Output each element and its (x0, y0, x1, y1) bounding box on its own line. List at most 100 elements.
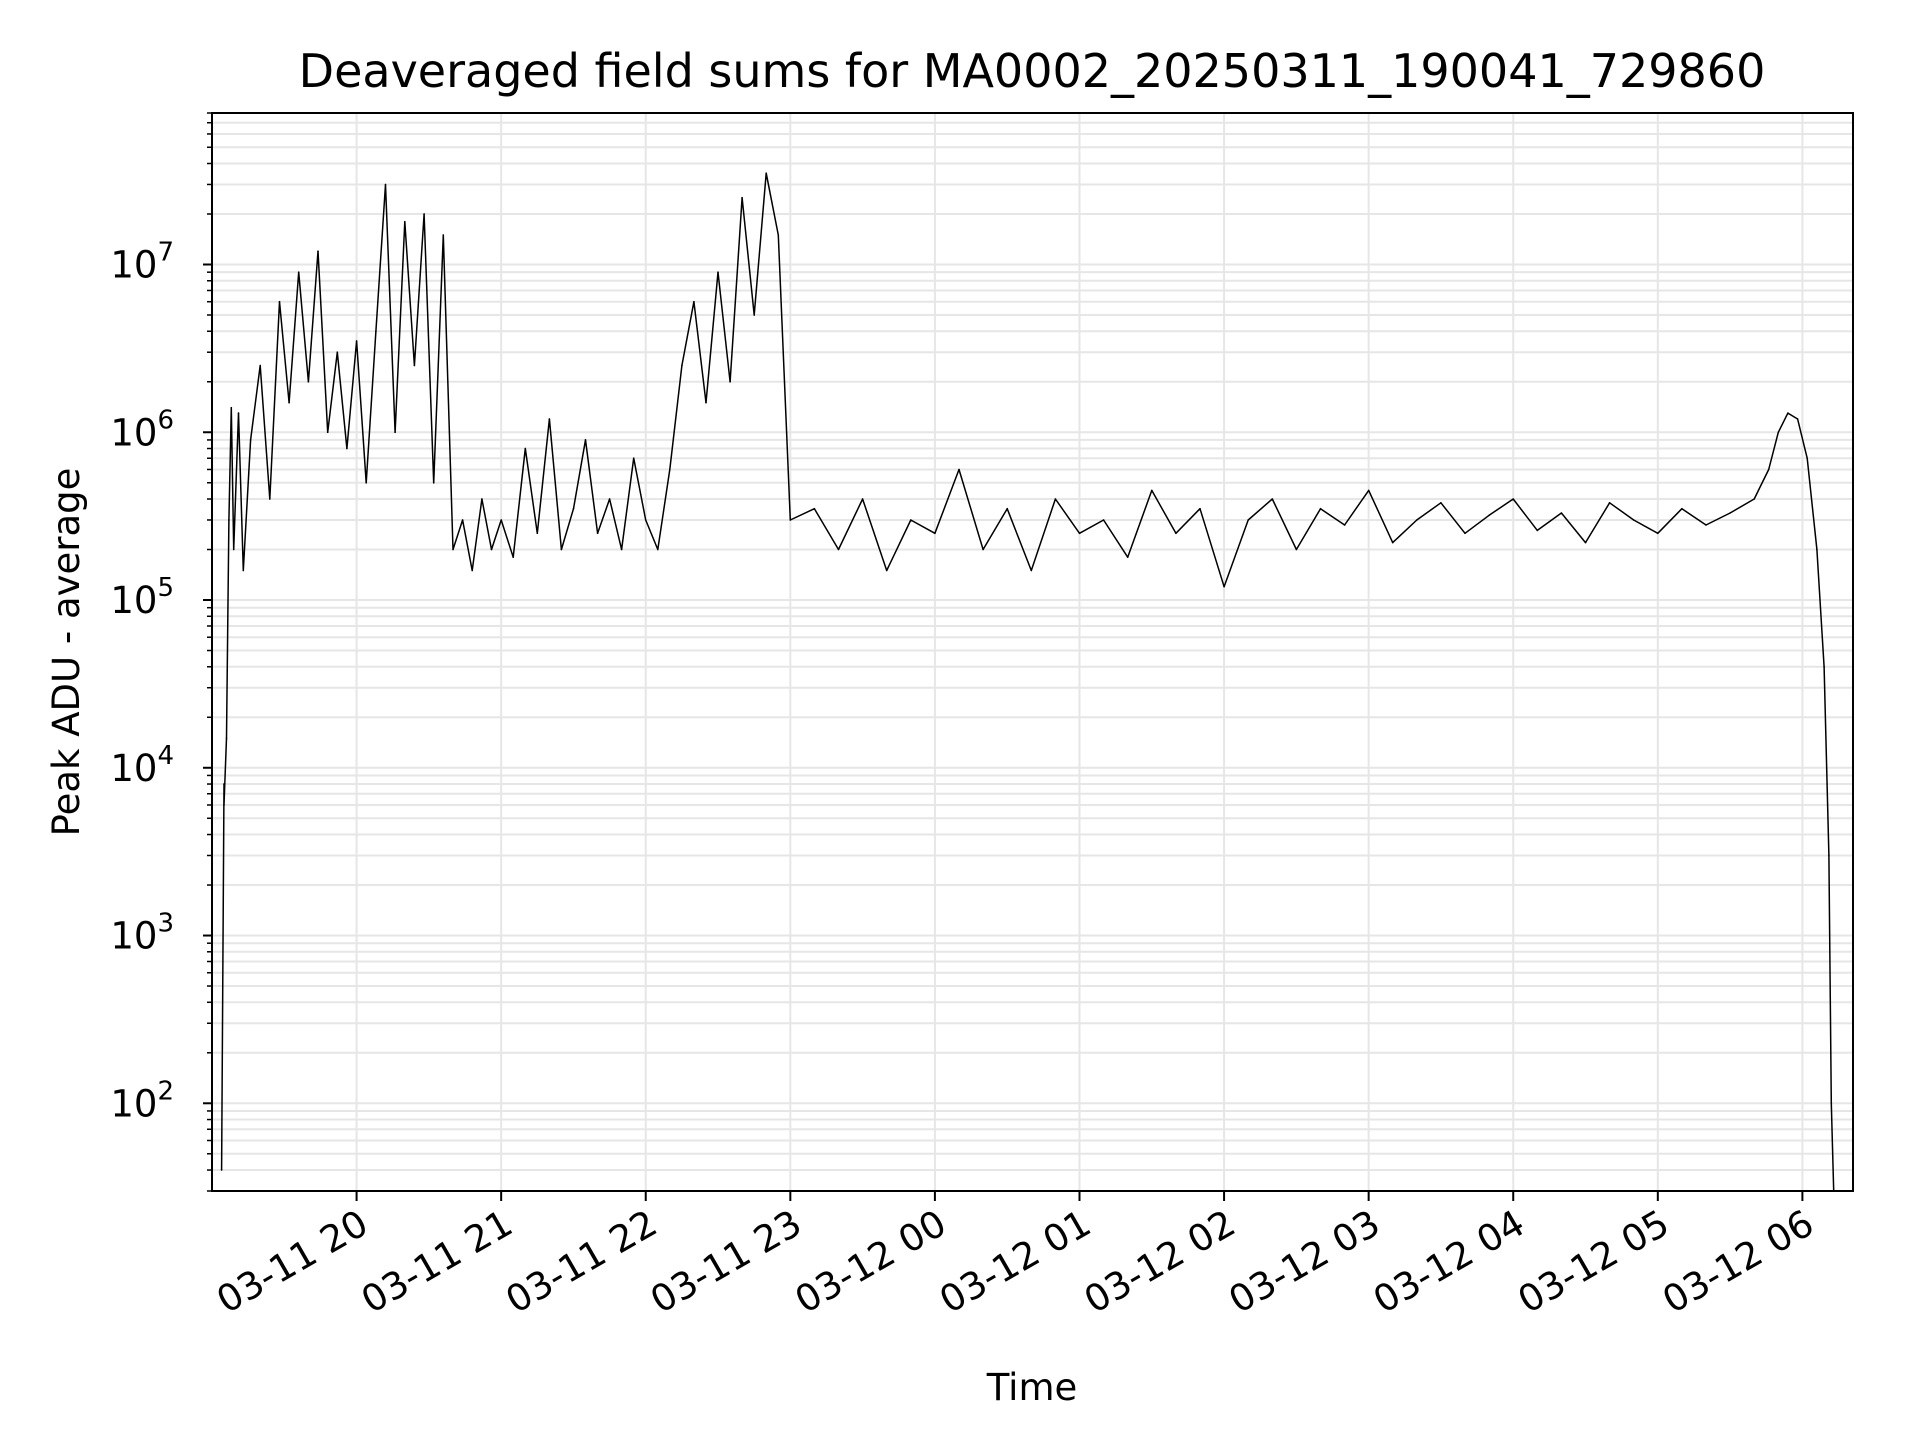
data-point (375, 330, 377, 333)
data-point (1078, 532, 1081, 535)
data-point (490, 548, 493, 551)
data-point (223, 804, 225, 806)
data-point (657, 548, 659, 551)
data-point (269, 498, 271, 500)
data-point (307, 381, 310, 383)
data-point (524, 447, 527, 450)
data-point (1767, 468, 1770, 471)
data-point (608, 498, 611, 500)
data-point (837, 548, 840, 551)
data-point (1030, 569, 1033, 572)
data-point (1816, 548, 1818, 551)
y-tick-label: 106 (110, 405, 174, 454)
data-point (1787, 412, 1789, 414)
data-point (813, 507, 816, 510)
tick-marks (203, 112, 1804, 1201)
data-point (1560, 512, 1563, 514)
data-point (1319, 507, 1322, 510)
y-tick-label: 105 (110, 573, 174, 622)
data-point (223, 783, 225, 785)
data-point (297, 271, 300, 274)
data-point (1828, 854, 1830, 857)
data-point (1488, 514, 1490, 517)
y-axis-label: Peak ADU - average (45, 468, 88, 837)
x-axis-label: Time (986, 1366, 1078, 1409)
data-point (1512, 498, 1514, 500)
data-point (1175, 532, 1177, 535)
data-point (777, 234, 780, 236)
data-point (753, 314, 755, 316)
data-point (512, 556, 514, 558)
data-point (423, 213, 425, 215)
data-point (1271, 498, 1274, 500)
data-point (317, 250, 319, 252)
data-point (765, 172, 767, 174)
data-point (232, 548, 235, 551)
data-point (789, 519, 792, 521)
data-point (1705, 524, 1707, 526)
data-point (1830, 1102, 1833, 1105)
data-point (1440, 502, 1442, 504)
data-point (220, 1169, 223, 1171)
data-point (384, 183, 387, 186)
data-point (326, 431, 329, 434)
chart-title: Deaveraged field sums for MA0002_2025031… (299, 44, 1766, 98)
data-point (560, 548, 563, 551)
data-point (1632, 519, 1635, 521)
data-point (1823, 666, 1825, 668)
series-line-0 (220, 172, 1835, 1192)
data-point (705, 401, 707, 404)
data-point (452, 548, 454, 551)
data-point (442, 234, 445, 236)
data-point (1151, 489, 1153, 492)
data-point (536, 532, 539, 535)
data-point (1199, 507, 1201, 510)
axes-frame (211, 112, 1854, 1192)
data-point (572, 507, 575, 510)
data-point (1657, 532, 1659, 535)
data-point (1416, 519, 1418, 521)
data-point (336, 351, 339, 354)
data-point (394, 431, 396, 434)
data-point (500, 519, 503, 521)
data-point (1102, 519, 1105, 521)
data-point (461, 519, 464, 521)
data-point (958, 468, 960, 471)
data-point (1536, 529, 1539, 532)
data-point (596, 532, 599, 535)
data-point (982, 548, 984, 551)
data-point (548, 418, 551, 420)
data-point (242, 569, 245, 572)
data-point (225, 737, 228, 739)
data-point (1753, 498, 1755, 500)
data-point (741, 196, 743, 199)
data-point (584, 439, 587, 441)
data-point (228, 519, 230, 521)
data-point (278, 300, 281, 303)
series-layer (220, 172, 1835, 1192)
data-point (481, 498, 483, 500)
data-point (230, 406, 233, 409)
data-point (413, 364, 416, 367)
data-point (1223, 585, 1225, 588)
data-point (632, 457, 635, 460)
data-point (1729, 512, 1731, 514)
data-point (1584, 541, 1587, 544)
data-point (1464, 532, 1466, 535)
data-point (1006, 507, 1008, 510)
data-point (669, 468, 671, 471)
data-point (1777, 431, 1780, 434)
data-point (1806, 457, 1808, 460)
data-point (432, 482, 435, 484)
data-point (910, 519, 912, 521)
data-point (1391, 541, 1394, 544)
data-point (237, 412, 240, 414)
data-point (346, 447, 348, 450)
data-point (620, 548, 623, 551)
data-point (885, 569, 888, 572)
data-point (404, 220, 406, 223)
data-point (355, 340, 358, 342)
